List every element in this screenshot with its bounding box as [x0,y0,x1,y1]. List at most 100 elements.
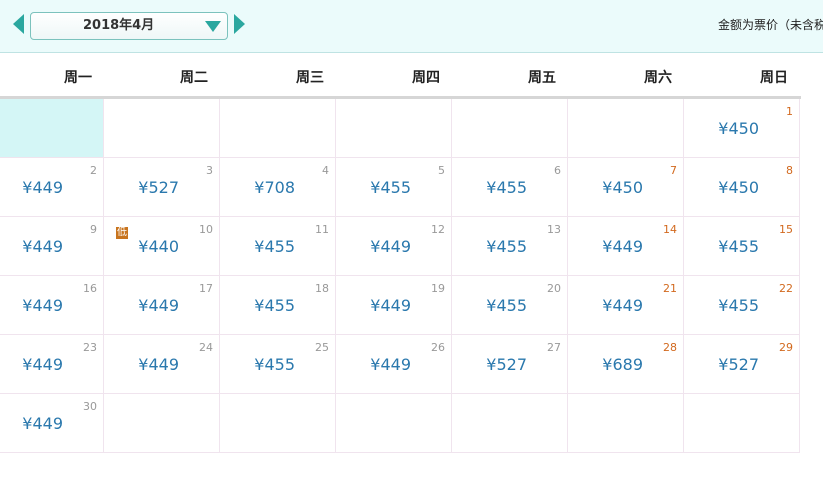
day-cell[interactable]: 2 ¥449 [0,158,104,217]
day-cell [452,99,568,158]
day-cell[interactable]: 8 ¥450 [684,158,800,217]
day-cell [336,99,452,158]
day-cell[interactable]: 11 ¥455 [220,217,336,276]
price: ¥450 [718,178,759,197]
day-cell[interactable]: 1 ¥450 [684,99,800,158]
day-cell[interactable]: 24 ¥449 [104,335,220,394]
day-cell[interactable]: 21 ¥449 [568,276,684,335]
day-cell[interactable]: 20 ¥455 [452,276,568,335]
day-cell[interactable]: 16 ¥449 [0,276,104,335]
day-number: 29 [779,341,793,354]
day-number: 26 [431,341,445,354]
day-number: 24 [199,341,213,354]
day-cell[interactable]: 18 ¥455 [220,276,336,335]
price: ¥455 [370,178,411,197]
day-number: 23 [83,341,97,354]
day-number: 27 [547,341,561,354]
price: ¥449 [602,296,643,315]
day-cell[interactable]: 10 ¥440 低 [104,217,220,276]
day-number: 2 [90,164,97,177]
price: ¥449 [22,414,63,433]
price: ¥449 [22,296,63,315]
toolbar: 2018年4月 金额为票价（未含税 [0,0,823,53]
day-number: 18 [315,282,329,295]
day-cell [220,394,336,453]
day-number: 13 [547,223,561,236]
next-month[interactable] [234,14,245,34]
day-cell[interactable]: 5 ¥455 [336,158,452,217]
price: ¥689 [602,355,643,374]
day-cell [0,99,104,158]
weekday-label: 周五 [528,70,556,86]
prev-month[interactable] [13,14,24,34]
day-number: 4 [322,164,329,177]
price: ¥449 [22,237,63,256]
price: ¥449 [138,296,179,315]
day-number: 10 [199,223,213,236]
price: ¥455 [254,296,295,315]
price: ¥449 [138,355,179,374]
price: ¥527 [486,355,527,374]
low-price-badge: 低 [116,227,128,239]
day-number: 9 [90,223,97,236]
price: ¥455 [254,355,295,374]
weekday-label: 周二 [180,70,208,86]
day-cell[interactable]: 13 ¥455 [452,217,568,276]
day-number: 5 [438,164,445,177]
day-cell[interactable]: 3 ¥527 [104,158,220,217]
day-number: 6 [554,164,561,177]
day-cell[interactable]: 15 ¥455 [684,217,800,276]
price: ¥455 [718,296,759,315]
day-cell [568,394,684,453]
header-divider [0,96,801,99]
day-cell[interactable]: 12 ¥449 [336,217,452,276]
price: ¥455 [718,237,759,256]
price: ¥455 [486,178,527,197]
day-cell[interactable]: 23 ¥449 [0,335,104,394]
day-number: 8 [786,164,793,177]
price: ¥449 [370,237,411,256]
day-number: 20 [547,282,561,295]
day-cell [104,394,220,453]
day-cell[interactable]: 22 ¥455 [684,276,800,335]
price: ¥527 [138,178,179,197]
day-number: 14 [663,223,677,236]
day-cell [104,99,220,158]
day-number: 1 [786,105,793,118]
day-cell[interactable]: 14 ¥449 [568,217,684,276]
day-cell[interactable]: 9 ¥449 [0,217,104,276]
price: ¥455 [486,296,527,315]
day-cell[interactable]: 29 ¥527 [684,335,800,394]
price: ¥449 [22,355,63,374]
price-note: 金额为票价（未含税 [718,18,823,32]
day-cell[interactable]: 26 ¥449 [336,335,452,394]
weekday-label: 周三 [296,70,324,86]
day-number: 7 [670,164,677,177]
price: ¥449 [370,296,411,315]
price: ¥440 [138,237,179,256]
price: ¥450 [718,119,759,138]
day-cell[interactable]: 30 ¥449 [0,394,104,453]
day-number: 25 [315,341,329,354]
day-number: 17 [199,282,213,295]
weekday-label: 周日 [760,70,788,86]
day-number: 28 [663,341,677,354]
day-cell[interactable]: 27 ¥527 [452,335,568,394]
day-cell[interactable]: 17 ¥449 [104,276,220,335]
price: ¥449 [370,355,411,374]
price: ¥449 [602,237,643,256]
month-label: 2018年4月 [83,18,155,33]
day-number: 15 [779,223,793,236]
day-cell[interactable]: 7 ¥450 [568,158,684,217]
day-cell[interactable]: 25 ¥455 [220,335,336,394]
day-cell[interactable]: 28 ¥689 [568,335,684,394]
day-cell [336,394,452,453]
price: ¥450 [602,178,643,197]
month-select[interactable]: 2018年4月 [30,12,228,40]
day-cell[interactable]: 6 ¥455 [452,158,568,217]
price: ¥708 [254,178,295,197]
weekday-label: 周一 [64,70,92,86]
day-cell[interactable]: 4 ¥708 [220,158,336,217]
day-cell[interactable]: 19 ¥449 [336,276,452,335]
